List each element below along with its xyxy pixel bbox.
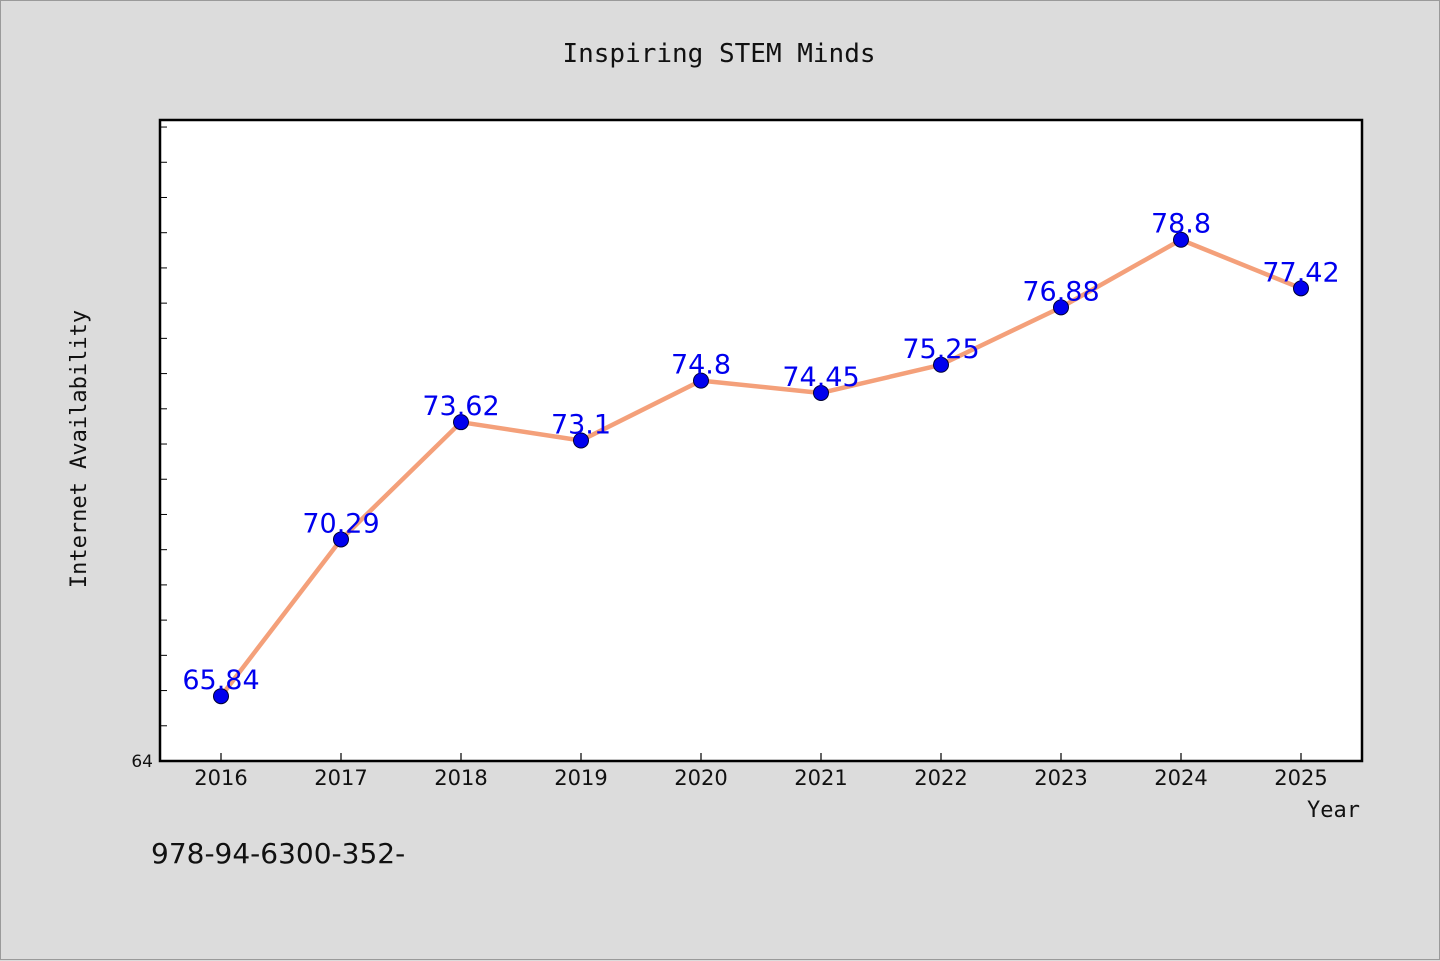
series-layer: 65.84 70.29 73.62 73.1 74.8 74.45 75.25 76.88 78… bbox=[182, 209, 1340, 705]
series-line bbox=[218, 237, 1304, 699]
x-axis-title: Year bbox=[1307, 798, 1360, 823]
x-tick-label: 2023 bbox=[1034, 766, 1087, 790]
y-tick-label: 64 bbox=[131, 752, 153, 772]
x-tick-label: 2021 bbox=[794, 766, 847, 790]
data-label: 77.42 bbox=[1262, 257, 1339, 288]
data-point bbox=[453, 414, 469, 431]
data-point bbox=[333, 531, 349, 548]
data-label: 74.8 bbox=[671, 350, 731, 381]
data-label: 78.8 bbox=[1151, 209, 1211, 240]
x-tick-label: 2016 bbox=[194, 766, 247, 790]
y-axis-ticks: 64 bbox=[131, 126, 167, 772]
chart-title: Inspiring STEM Minds bbox=[562, 39, 875, 69]
data-point bbox=[1173, 231, 1189, 248]
data-label: 75.25 bbox=[902, 334, 979, 365]
data-label: 76.88 bbox=[1022, 276, 1099, 307]
data-point bbox=[213, 688, 229, 705]
data-point bbox=[1293, 280, 1309, 297]
footer-code: 978-94-6300-352- bbox=[151, 837, 405, 870]
y-axis-title: Internet Availability bbox=[67, 310, 92, 588]
data-label: 70.29 bbox=[302, 508, 379, 539]
x-tick-label: 2020 bbox=[674, 766, 727, 790]
x-axis-ticks: 2016 2017 2018 2019 2020 2021 2022 2023 2024 2025 bbox=[194, 753, 1328, 790]
x-tick-label: 2018 bbox=[434, 766, 487, 790]
data-point bbox=[1053, 299, 1069, 316]
data-label: 74.45 bbox=[782, 362, 859, 393]
x-tick-label: 2024 bbox=[1154, 766, 1207, 790]
x-tick-label: 2025 bbox=[1274, 766, 1327, 790]
plot-area bbox=[158, 118, 1364, 763]
data-label: 73.62 bbox=[422, 391, 499, 422]
data-point bbox=[693, 372, 709, 389]
data-point bbox=[933, 356, 949, 373]
data-point bbox=[573, 432, 589, 449]
x-tick-label: 2022 bbox=[914, 766, 967, 790]
x-tick-label: 2017 bbox=[314, 766, 367, 790]
data-label: 73.1 bbox=[551, 410, 611, 441]
x-tick-label: 2019 bbox=[554, 766, 607, 790]
data-label: 65.84 bbox=[182, 665, 259, 696]
data-point bbox=[813, 384, 829, 401]
